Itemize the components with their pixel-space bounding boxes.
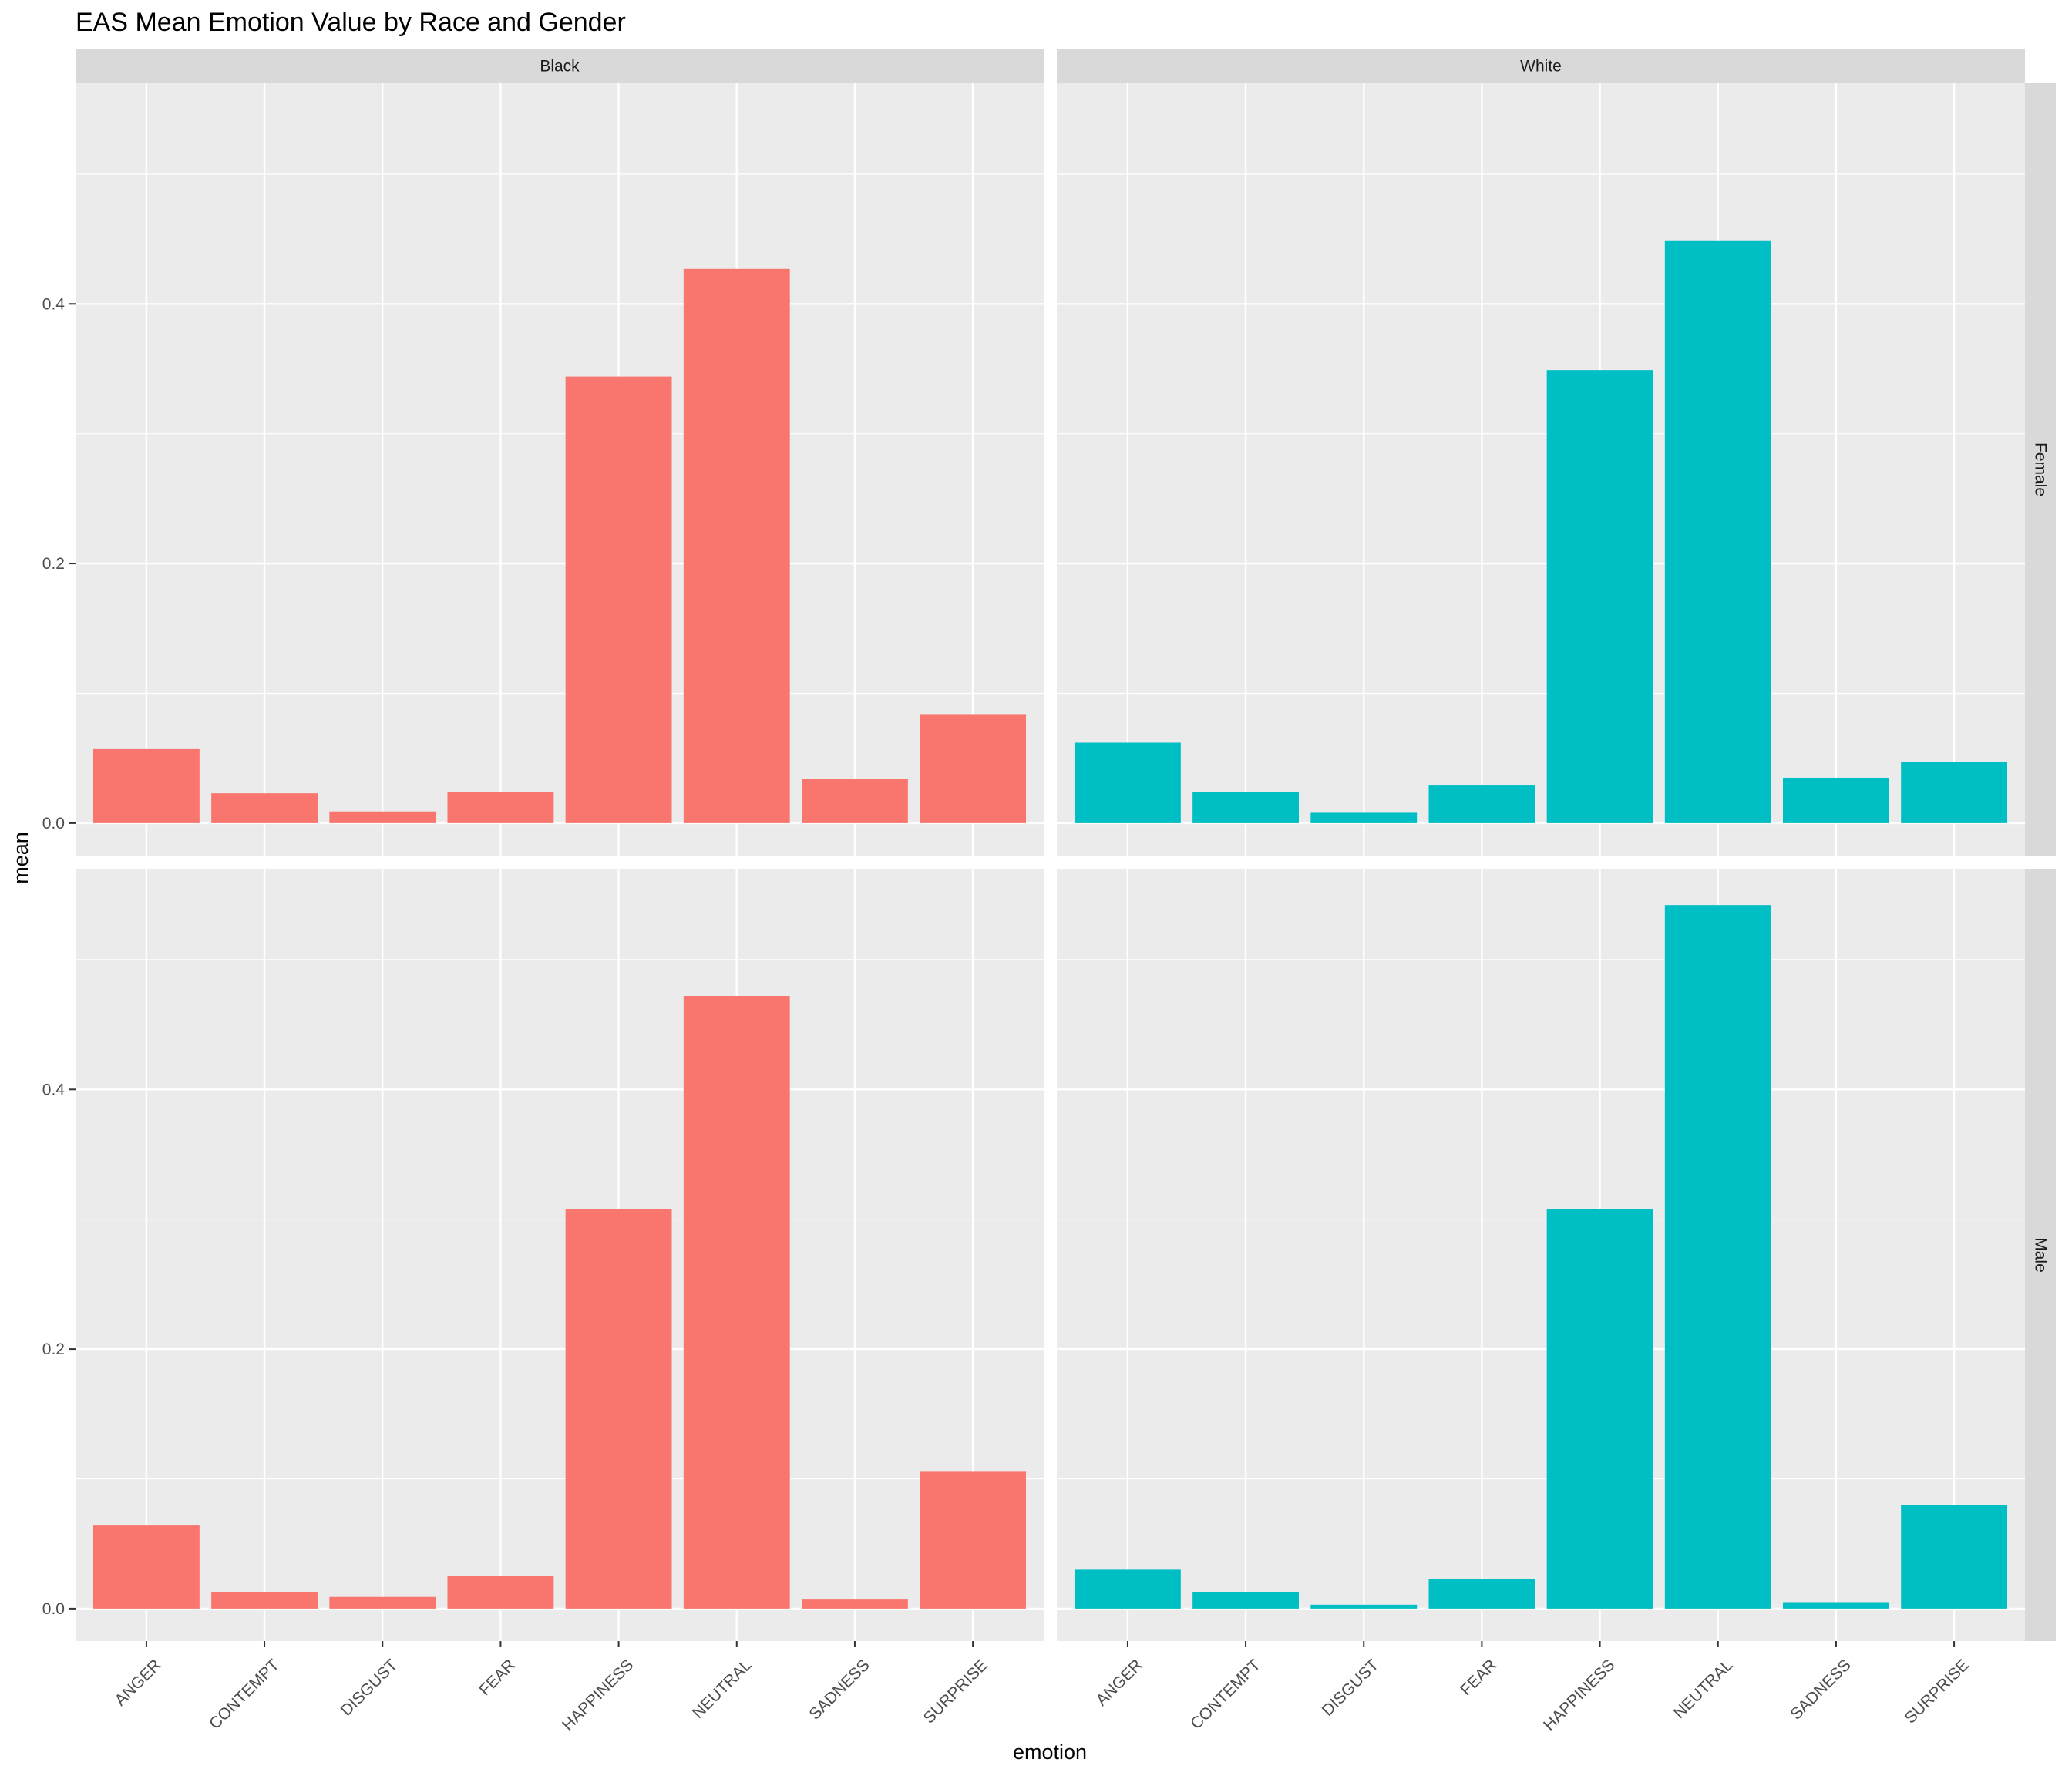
facet-strip-label: Male: [2032, 1237, 2050, 1273]
x-tick-label: SURPRISE: [1902, 1656, 1973, 1727]
x-tick-label: HAPPINESS: [1540, 1656, 1618, 1734]
bar-black-male-surprise: [920, 1471, 1027, 1609]
panel-background: [76, 869, 1044, 1641]
x-tick-label: DISGUST: [1319, 1656, 1382, 1719]
bar-white-male-surprise: [1901, 1505, 2008, 1609]
facet-strip-black: [76, 49, 1044, 83]
y-tick-label: 0.2: [42, 1340, 65, 1358]
y-tick-label: 0.2: [42, 555, 65, 573]
panel-background: [76, 83, 1044, 856]
bar-black-female-fear: [447, 792, 554, 823]
bar-white-female-disgust: [1310, 812, 1418, 823]
bar-black-female-surprise: [920, 714, 1027, 823]
facet-strip-male: [2025, 869, 2056, 1641]
x-tick-label: SADNESS: [806, 1656, 873, 1723]
bar-white-female-surprise: [1901, 762, 2008, 823]
bar-white-female-contempt: [1192, 792, 1299, 823]
bar-white-male-sadness: [1783, 1602, 1889, 1609]
panel-background: [1057, 83, 2025, 856]
y-tick-label: 0.0: [42, 815, 65, 832]
bar-white-female-anger: [1074, 742, 1181, 823]
chart-title: EAS Mean Emotion Value by Race and Gende…: [76, 8, 626, 37]
panel-black-female: [76, 83, 1044, 856]
bar-black-female-disgust: [329, 811, 436, 823]
bar-black-male-fear: [447, 1576, 554, 1609]
bar-black-female-neutral: [683, 268, 790, 823]
x-tick-label: CONTEMPT: [206, 1656, 283, 1733]
bar-black-female-sadness: [802, 779, 908, 823]
x-tick-label: DISGUST: [338, 1656, 401, 1719]
x-tick-label: FEAR: [476, 1656, 519, 1699]
bar-white-male-fear: [1428, 1579, 1536, 1609]
bar-white-male-disgust: [1310, 1604, 1418, 1609]
panel-white-female: [1057, 83, 2025, 856]
x-tick-label: HAPPINESS: [559, 1656, 637, 1734]
bar-white-female-happiness: [1546, 370, 1653, 823]
bar-black-female-happiness: [565, 376, 672, 823]
bar-black-male-contempt: [211, 1592, 318, 1609]
facet-strip-white: [1057, 49, 2025, 83]
bar-white-male-happiness: [1546, 1209, 1653, 1609]
y-axis-title: mean: [9, 832, 32, 884]
bar-white-male-contempt: [1192, 1592, 1299, 1609]
bar-black-male-anger: [92, 1525, 200, 1609]
x-axis-title: emotion: [1013, 1741, 1087, 1764]
y-tick-label: 0.4: [42, 295, 66, 313]
bar-white-male-anger: [1074, 1569, 1181, 1609]
panel-black-male: [76, 869, 1044, 1641]
bar-white-female-fear: [1428, 785, 1536, 823]
bar-white-female-sadness: [1783, 777, 1889, 823]
x-tick-label: CONTEMPT: [1187, 1656, 1264, 1733]
panel-background: [1057, 869, 2025, 1641]
bar-black-male-sadness: [802, 1599, 908, 1609]
facet-strip-label: White: [1520, 58, 1562, 76]
bar-white-male-neutral: [1664, 905, 1771, 1609]
facet-strip-label: Black: [540, 58, 580, 76]
y-tick-label: 0.0: [42, 1600, 65, 1618]
y-tick-label: 0.4: [42, 1081, 66, 1098]
x-tick-label: SADNESS: [1787, 1656, 1854, 1723]
x-tick-label: ANGER: [1093, 1656, 1146, 1709]
x-tick-label: SURPRISE: [920, 1656, 991, 1727]
bar-black-male-neutral: [683, 996, 790, 1609]
bar-black-male-disgust: [329, 1596, 436, 1609]
bar-black-female-contempt: [211, 793, 318, 823]
panel-white-male: [1057, 869, 2025, 1641]
x-tick-label: ANGER: [112, 1656, 165, 1709]
x-tick-label: FEAR: [1457, 1656, 1500, 1699]
bar-white-female-neutral: [1664, 240, 1771, 823]
facet-strip-label: Female: [2032, 442, 2050, 496]
x-tick-label: NEUTRAL: [1670, 1656, 1737, 1722]
x-tick-label: NEUTRAL: [689, 1656, 755, 1722]
bar-black-male-happiness: [565, 1209, 672, 1609]
facet-strip-female: [2025, 83, 2056, 856]
bar-black-female-anger: [92, 748, 200, 823]
